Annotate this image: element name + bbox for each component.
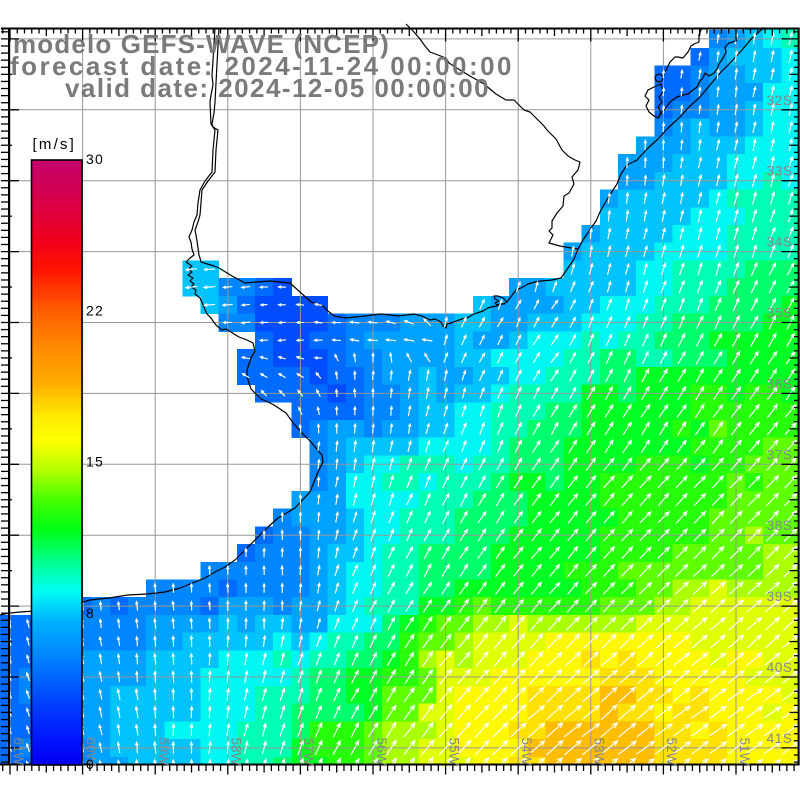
- svg-text:32S: 32S: [767, 93, 793, 108]
- svg-text:61W: 61W: [11, 738, 26, 766]
- svg-text:60W: 60W: [83, 738, 98, 766]
- svg-text:41S: 41S: [767, 731, 793, 746]
- svg-text:38S: 38S: [767, 518, 793, 533]
- svg-text:36S: 36S: [767, 376, 793, 391]
- svg-text:valid date: 2024-12-05 00:00:0: valid date: 2024-12-05 00:00:00: [65, 73, 490, 103]
- svg-text:0: 0: [86, 756, 95, 772]
- svg-text:53W: 53W: [592, 738, 607, 766]
- svg-text:55W: 55W: [446, 738, 461, 766]
- svg-text:37S: 37S: [767, 447, 793, 462]
- svg-text:modelo GEFS-WAVE (NCEP): modelo GEFS-WAVE (NCEP): [13, 29, 390, 59]
- svg-text:40S: 40S: [767, 660, 793, 675]
- svg-text:59W: 59W: [156, 738, 171, 766]
- svg-text:58W: 58W: [229, 738, 244, 766]
- svg-text:[m/s]: [m/s]: [33, 136, 77, 153]
- svg-text:52W: 52W: [664, 738, 679, 766]
- svg-text:15: 15: [86, 454, 104, 470]
- svg-text:30: 30: [86, 151, 104, 167]
- svg-text:22: 22: [86, 302, 104, 318]
- svg-text:forecast date: 2024-11-24 00:0: forecast date: 2024-11-24 00:00:00: [10, 51, 514, 81]
- svg-text:57W: 57W: [301, 738, 316, 766]
- svg-text:33S: 33S: [767, 164, 793, 179]
- svg-text:54W: 54W: [519, 738, 534, 766]
- svg-text:39S: 39S: [767, 589, 793, 604]
- svg-text:34S: 34S: [767, 235, 793, 250]
- svg-text:51W: 51W: [737, 738, 752, 766]
- svg-text:8: 8: [86, 605, 95, 621]
- svg-text:35S: 35S: [767, 306, 793, 321]
- svg-text:56W: 56W: [374, 738, 389, 766]
